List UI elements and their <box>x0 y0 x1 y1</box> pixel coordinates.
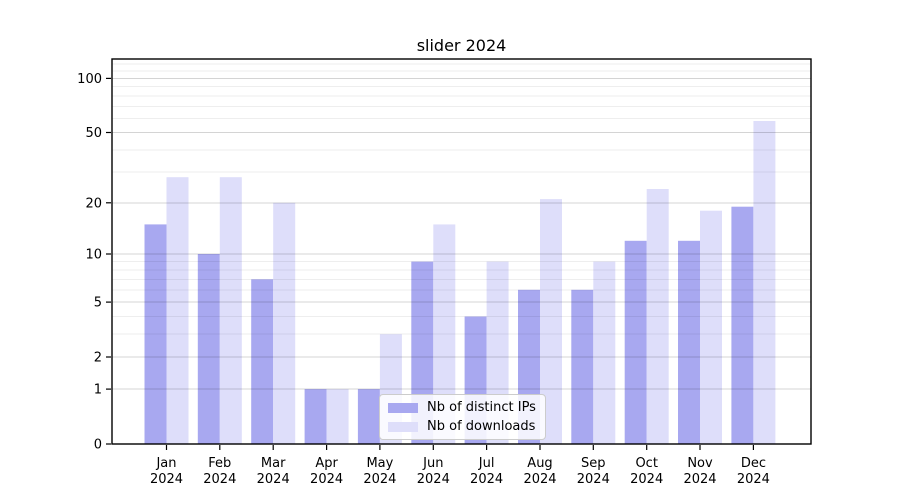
bar-downloads-dec <box>753 121 776 444</box>
bar-distinct-ips-nov <box>678 240 700 444</box>
y-tick-label-2: 2 <box>94 351 102 366</box>
legend: Nb of distinct IPs Nb of downloads <box>379 394 546 440</box>
bar-distinct-ips-apr <box>304 389 327 444</box>
y-tick-label-5: 5 <box>94 296 102 311</box>
x-tick-label-jan: Jan 2024 <box>150 456 183 487</box>
y-tick-label-10: 10 <box>85 248 102 263</box>
bar-distinct-ips-mar <box>251 279 274 444</box>
bar-downloads-apr <box>326 389 349 444</box>
chart-title: slider 2024 <box>416 36 507 55</box>
bar-downloads-jan <box>166 177 189 444</box>
bar-downloads-nov <box>700 210 722 444</box>
x-tick-label-nov: Nov 2024 <box>683 456 716 487</box>
bar-downloads-oct <box>646 189 669 444</box>
x-tick-label-jun: Jun 2024 <box>417 456 450 487</box>
bar-downloads-sep <box>593 261 616 444</box>
legend-swatch-downloads <box>388 421 418 432</box>
bar-downloads-mar <box>273 202 296 444</box>
y-tick-label-20: 20 <box>85 196 102 211</box>
legend-item-distinct-ips: Nb of distinct IPs <box>388 398 536 417</box>
x-tick-label-dec: Dec 2024 <box>737 456 770 487</box>
bar-distinct-ips-dec <box>731 206 754 444</box>
legend-label-downloads: Nb of downloads <box>427 419 536 434</box>
x-tick-label-jul: Jul 2024 <box>470 456 503 487</box>
x-tick-label-sep: Sep 2024 <box>577 456 610 487</box>
x-tick-label-apr: Apr 2024 <box>310 456 343 487</box>
bar-downloads-aug <box>540 199 562 444</box>
legend-label-distinct-ips: Nb of distinct IPs <box>427 400 536 415</box>
y-tick-label-50: 50 <box>85 126 102 141</box>
y-tick-label-0: 0 <box>94 438 102 453</box>
bar-distinct-ips-feb <box>197 254 220 444</box>
x-tick-label-feb: Feb 2024 <box>203 456 236 487</box>
x-tick-label-may: May 2024 <box>363 456 396 487</box>
bar-downloads-jun <box>433 224 456 444</box>
bar-distinct-ips-may <box>357 389 380 444</box>
bar-downloads-feb <box>219 177 242 444</box>
legend-item-downloads: Nb of downloads <box>388 417 536 436</box>
x-tick-label-oct: Oct 2024 <box>630 456 663 487</box>
axes-spines <box>111 58 812 445</box>
bar-distinct-ips-sep <box>571 289 594 444</box>
y-tick-label-1: 1 <box>94 383 102 398</box>
x-tick-label-aug: Aug 2024 <box>523 456 556 487</box>
y-tick-label-100: 100 <box>77 72 102 87</box>
bar-distinct-ips-jan <box>144 224 167 444</box>
x-tick-label-mar: Mar 2024 <box>257 456 290 487</box>
legend-swatch-distinct-ips <box>388 402 418 413</box>
bar-distinct-ips-oct <box>624 240 647 444</box>
